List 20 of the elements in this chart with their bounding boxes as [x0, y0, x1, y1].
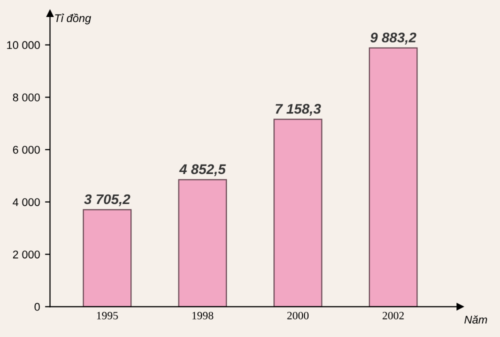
- x-axis-title: Năm: [464, 315, 488, 324]
- x-tick-label: 1995: [97, 312, 118, 320]
- bar: [178, 179, 227, 307]
- bar: [274, 118, 322, 307]
- data-label: 3 705,2: [84, 194, 130, 206]
- data-label: 4 852,5: [179, 164, 226, 176]
- y-tick-label: 4 000: [12, 198, 40, 206]
- bar: [82, 209, 132, 307]
- data-label: 7 158,3: [276, 104, 321, 116]
- y-tick-label: 6 000: [13, 146, 40, 154]
- data-label: 9 883,2: [370, 32, 416, 44]
- y-axis-title: Tỉ đồng: [55, 13, 92, 24]
- y-tick-label: 10 000: [7, 41, 40, 50]
- y-tick-label: 0: [34, 302, 40, 311]
- y-tick-label: 2 000: [13, 250, 40, 258]
- y-tick-label: 8 000: [12, 94, 40, 102]
- bar: [368, 47, 418, 307]
- x-tick-label: 2002: [382, 312, 404, 320]
- x-tick-label: 2000: [287, 312, 309, 320]
- x-tick-label: 1998: [192, 312, 214, 320]
